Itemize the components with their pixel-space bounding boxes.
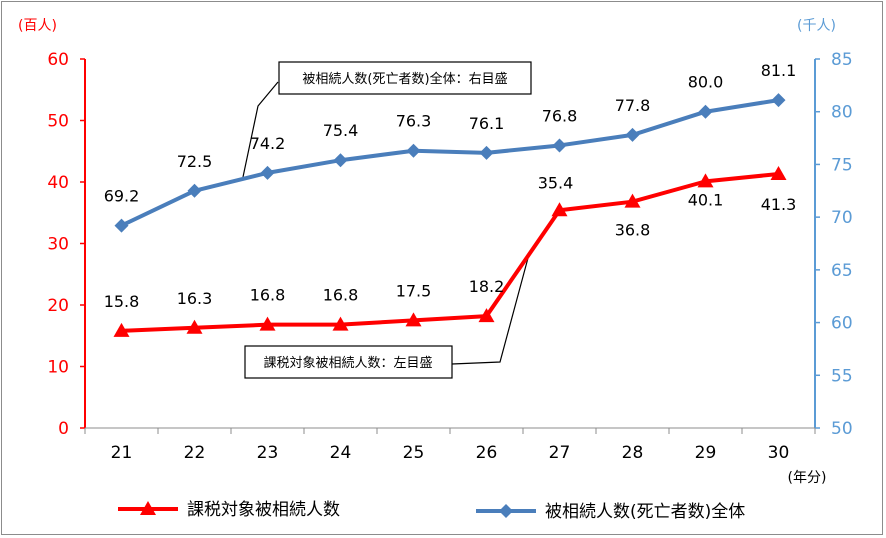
- left-tick-label: 50: [47, 112, 69, 132]
- taxable-data-label: 40.1: [688, 190, 724, 209]
- total-marker: [260, 165, 275, 180]
- callout-box-total: [278, 61, 532, 95]
- taxable-data-label: 35.4: [538, 173, 574, 192]
- total-marker: [771, 93, 786, 108]
- x-tick-label: 25: [403, 443, 425, 463]
- taxable-data-label: 15.8: [104, 292, 140, 311]
- left-tick-label: 20: [47, 296, 69, 316]
- callout-label-taxable: 課税対象被相続人数：左目盛: [263, 355, 432, 371]
- right-tick-label: 85: [831, 50, 853, 70]
- right-tick-label: 80: [831, 103, 853, 123]
- left-tick-label: 10: [47, 358, 69, 378]
- total-series-line: [120, 98, 779, 228]
- total-data-label: 77.8: [615, 96, 651, 115]
- taxable-marker: [259, 316, 276, 331]
- total-data-label: 80.0: [688, 73, 724, 92]
- taxable-series-line: [121, 172, 779, 333]
- right-tick-label: 70: [831, 208, 853, 228]
- total-marker: [552, 138, 567, 153]
- x-tick-label: 23: [257, 443, 279, 463]
- taxable-marker: [697, 173, 714, 188]
- taxable-marker: [624, 193, 641, 208]
- taxable-data-label: 17.5: [396, 281, 432, 300]
- legend-total-marker: [499, 504, 513, 518]
- total-marker: [698, 104, 713, 119]
- taxable-data-label: 16.8: [323, 286, 359, 305]
- callout-box-taxable: [244, 345, 453, 379]
- taxable-data-label: 16.8: [250, 286, 286, 305]
- x-tick-label: 26: [476, 443, 498, 463]
- total-marker: [114, 218, 129, 233]
- x-tick-label: 24: [330, 443, 352, 463]
- callout-leader-total: [242, 81, 279, 178]
- left-tick-label: 0: [58, 419, 69, 439]
- right-tick-label: 65: [831, 261, 853, 281]
- x-tick-label: 30: [768, 443, 790, 463]
- taxable-marker: [186, 319, 203, 334]
- x-tick-label: 28: [622, 443, 644, 463]
- total-marker: [406, 143, 421, 158]
- taxable-data-label: 41.3: [761, 195, 797, 214]
- taxable-data-label: 18.2: [469, 277, 505, 296]
- taxable-data-label: 16.3: [177, 289, 213, 308]
- right-tick-label: 55: [831, 366, 853, 386]
- total-marker: [625, 127, 640, 142]
- taxable-marker: [405, 312, 422, 327]
- right-tick-label: 60: [831, 314, 853, 334]
- left-tick-label: 60: [47, 50, 69, 70]
- legend-taxable-marker: [140, 501, 156, 515]
- left-tick-label: 30: [47, 235, 69, 255]
- total-data-label: 74.2: [250, 134, 286, 153]
- total-marker: [187, 183, 202, 198]
- taxable-marker: [478, 308, 495, 323]
- total-data-label: 75.4: [323, 121, 359, 140]
- x-axis-unit: (年分): [788, 470, 827, 486]
- total-data-label: 76.1: [469, 114, 505, 133]
- x-tick-label: 29: [695, 443, 717, 463]
- taxable-data-label: 36.8: [615, 221, 651, 240]
- x-tick-label: 22: [184, 443, 206, 463]
- total-data-label: 76.8: [542, 106, 578, 125]
- total-data-label: 72.5: [177, 152, 213, 171]
- left-tick-label: 40: [47, 173, 69, 193]
- total-data-label: 76.3: [396, 112, 432, 131]
- right-tick-label: 75: [831, 155, 853, 175]
- legend-taxable-label: 課税対象被相続人数: [187, 500, 340, 520]
- taxable-marker: [332, 316, 349, 331]
- total-marker: [333, 153, 348, 168]
- x-tick-label: 27: [549, 443, 571, 463]
- total-data-label: 81.1: [761, 61, 797, 80]
- callout-label-total: 被相続人数(死亡者数)全体：右目盛: [302, 71, 507, 87]
- total-marker: [479, 145, 494, 160]
- right-tick-label: 50: [831, 419, 853, 439]
- taxable-marker: [551, 202, 568, 217]
- legend-total-label: 被相続人数(死亡者数)全体: [545, 502, 745, 522]
- taxable-marker: [770, 166, 787, 181]
- right-axis-unit: (千人): [797, 18, 836, 34]
- taxable-marker: [113, 322, 130, 337]
- x-tick-label: 21: [111, 443, 133, 463]
- total-data-label: 69.2: [104, 187, 140, 206]
- callout-leader-taxable: [451, 257, 529, 365]
- left-axis-unit: (百人): [18, 18, 57, 34]
